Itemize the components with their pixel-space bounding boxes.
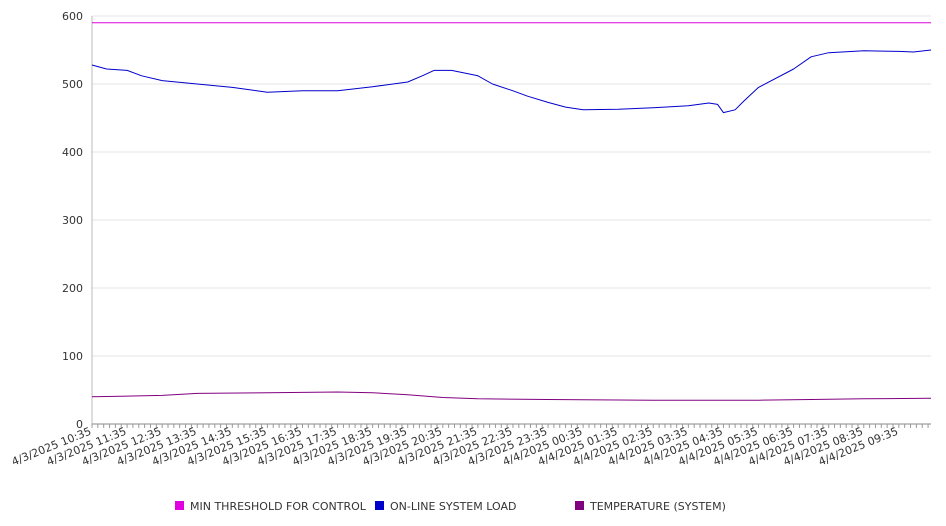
gridlines <box>92 15 931 425</box>
plot-area <box>91 22 932 401</box>
legend-swatch <box>375 501 384 510</box>
y-axis: 0 100 200 300 400 500 600 <box>62 10 93 431</box>
y-tick-label: 400 <box>62 146 83 159</box>
legend-swatch <box>575 501 584 510</box>
series-line-1 <box>91 49 932 114</box>
legend-swatch <box>175 501 184 510</box>
legend-label: ON-LINE SYSTEM LOAD <box>390 500 516 513</box>
legend-label: MIN THRESHOLD FOR CONTROL <box>190 500 367 513</box>
legend: MIN THRESHOLD FOR CONTROL ON-LINE SYSTEM … <box>175 500 726 513</box>
legend-label: TEMPERATURE (SYSTEM) <box>589 500 726 513</box>
y-tick-label: 300 <box>62 214 83 227</box>
y-tick-label: 0 <box>76 418 83 431</box>
y-tick-label: 100 <box>62 350 83 363</box>
y-tick-label: 200 <box>62 282 83 295</box>
y-tick-label: 500 <box>62 78 83 91</box>
y-tick-label: 600 <box>62 10 83 23</box>
x-axis: 4/3/2025 10:354/3/2025 11:354/3/2025 12:… <box>10 423 931 468</box>
series-line-2 <box>91 391 932 401</box>
